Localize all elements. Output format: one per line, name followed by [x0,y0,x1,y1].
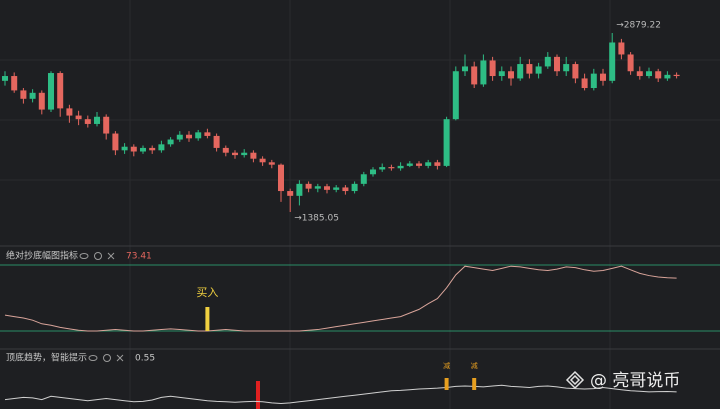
candle-body [526,64,533,74]
candle-body [581,78,588,89]
candle-body [627,54,634,72]
candle-body [204,132,211,136]
candle-body [176,134,183,140]
candle-body [590,73,597,89]
candle-body [351,183,358,192]
signal-label: 买入 [196,286,218,299]
candle-body [149,147,156,151]
candle-body [664,74,671,79]
candle-body [232,152,238,156]
candle-body [342,187,349,192]
candle-body [222,147,229,153]
candle-body [38,92,45,110]
candle-body [305,183,312,189]
candle-body [167,139,174,145]
candle-body [480,60,487,85]
candle-body [158,144,165,151]
signal-bar [205,307,210,331]
indicator-header: 顶底趋势，智能提示 0.55 [6,352,155,364]
candle-body [241,152,248,156]
candle-body [259,158,266,163]
candle-body [508,71,514,79]
candle-body [75,115,82,120]
candle-body [443,119,450,166]
watermark-text: @ 亮哥说币 [590,371,680,391]
candle-body [268,162,275,165]
candle-body [29,92,36,99]
candle-body [572,64,579,79]
candle-body [94,116,100,124]
candle-body [406,163,413,166]
candle-body [48,73,54,110]
candle-body [600,73,606,81]
candle-body [333,187,340,190]
candle-body [112,133,119,151]
candle-body [324,186,330,190]
candle-body [544,56,551,67]
candle-body [471,66,478,85]
candle-body [554,56,560,72]
candle-body [2,76,8,81]
candle-body [609,42,616,81]
candle-body [498,71,505,77]
indicator-line [4,265,677,332]
candle-body [535,66,542,74]
candle-body [66,108,73,116]
candle-body [434,162,441,166]
candle-body [425,162,432,166]
candle-body [646,71,652,77]
candle-body [296,183,303,196]
candle-body [673,74,680,77]
candle-body [636,71,643,77]
candle-body [370,169,376,175]
candle-body [278,164,284,192]
candle-body [397,165,404,169]
candle-body [84,119,91,124]
candle-body [655,71,662,79]
candle-body [563,64,570,72]
candle-body [452,71,459,120]
candle-body [314,186,321,189]
indicator-value: 73.41 [126,252,152,262]
candle-body [121,146,128,151]
candle-body [57,73,64,109]
candle-body [186,134,192,139]
indicator-value: 0.55 [135,354,155,364]
indicator-name: 顶底趋势，智能提示 [6,352,87,364]
indicator-line [4,384,677,405]
candle-body [360,174,367,184]
candle-body [379,167,386,170]
indicator-header: 绝对抄底幅图指标 73.41 [6,250,152,262]
signal-bar [256,381,260,409]
candle-body [416,163,422,166]
candle-body [489,60,496,77]
candle-body [250,152,257,159]
candle-body [11,76,18,91]
signal-bar [472,378,477,390]
header-icons [79,252,115,260]
candle-body [103,116,110,134]
indicator-name: 绝对抄底幅图指标 [6,250,78,262]
signal-bar [444,378,449,390]
header-icons [88,354,124,362]
candle-body [287,191,294,196]
signal-label: 减 [471,361,478,370]
candle-body [195,132,202,139]
candle-body [20,90,27,99]
annotation: →2879.22 [616,21,661,31]
candle-body [517,64,524,79]
candle-body [618,42,625,55]
candle-body [213,135,220,148]
candle-body [130,146,137,152]
candle-body [462,66,468,72]
candle-body [140,147,146,152]
watermark: @ 亮哥说币 [565,370,680,391]
annotation: →1385.05 [294,214,339,224]
signal-label: 减 [443,361,450,370]
candle-body [388,167,395,169]
